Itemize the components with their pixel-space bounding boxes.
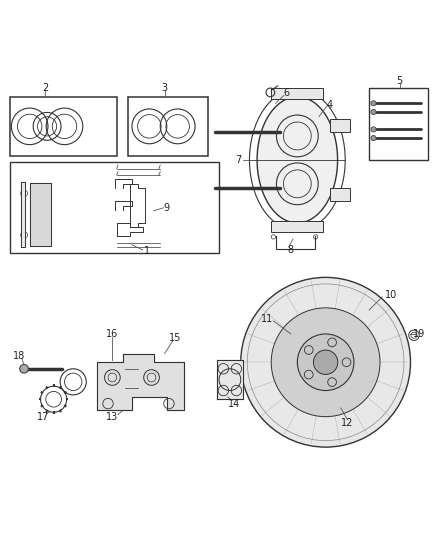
Text: 7: 7 bbox=[236, 155, 242, 165]
Circle shape bbox=[371, 109, 376, 115]
Text: 6: 6 bbox=[283, 88, 290, 98]
Circle shape bbox=[297, 334, 354, 391]
Text: 9: 9 bbox=[164, 203, 170, 213]
Bar bbox=[271, 88, 323, 99]
Circle shape bbox=[371, 135, 376, 141]
Text: 12: 12 bbox=[341, 418, 353, 428]
Polygon shape bbox=[30, 183, 51, 246]
Polygon shape bbox=[97, 353, 184, 410]
Ellipse shape bbox=[257, 97, 338, 223]
Circle shape bbox=[271, 308, 380, 417]
Circle shape bbox=[241, 277, 410, 447]
Text: 11: 11 bbox=[261, 314, 273, 324]
Polygon shape bbox=[21, 182, 25, 247]
Text: 16: 16 bbox=[106, 329, 119, 339]
Circle shape bbox=[314, 350, 338, 375]
Text: 5: 5 bbox=[396, 76, 403, 86]
Text: 18: 18 bbox=[13, 351, 25, 361]
Polygon shape bbox=[217, 360, 243, 399]
Bar bbox=[127, 97, 208, 156]
Text: 15: 15 bbox=[170, 333, 182, 343]
Text: 4: 4 bbox=[327, 100, 333, 110]
Bar bbox=[330, 118, 350, 132]
Text: 10: 10 bbox=[385, 290, 397, 300]
Circle shape bbox=[371, 127, 376, 132]
Text: 14: 14 bbox=[228, 399, 240, 409]
Circle shape bbox=[20, 365, 28, 373]
Text: 13: 13 bbox=[106, 411, 119, 422]
Text: 3: 3 bbox=[162, 83, 168, 93]
Text: 8: 8 bbox=[288, 245, 294, 255]
Bar bbox=[10, 162, 219, 254]
Bar bbox=[369, 88, 428, 160]
Text: 19: 19 bbox=[413, 329, 425, 339]
Text: 2: 2 bbox=[42, 83, 48, 93]
Circle shape bbox=[371, 101, 376, 106]
Bar bbox=[271, 221, 323, 232]
Text: 1: 1 bbox=[144, 246, 150, 256]
Bar bbox=[10, 97, 117, 156]
Bar bbox=[330, 188, 350, 201]
Text: 17: 17 bbox=[36, 411, 49, 422]
